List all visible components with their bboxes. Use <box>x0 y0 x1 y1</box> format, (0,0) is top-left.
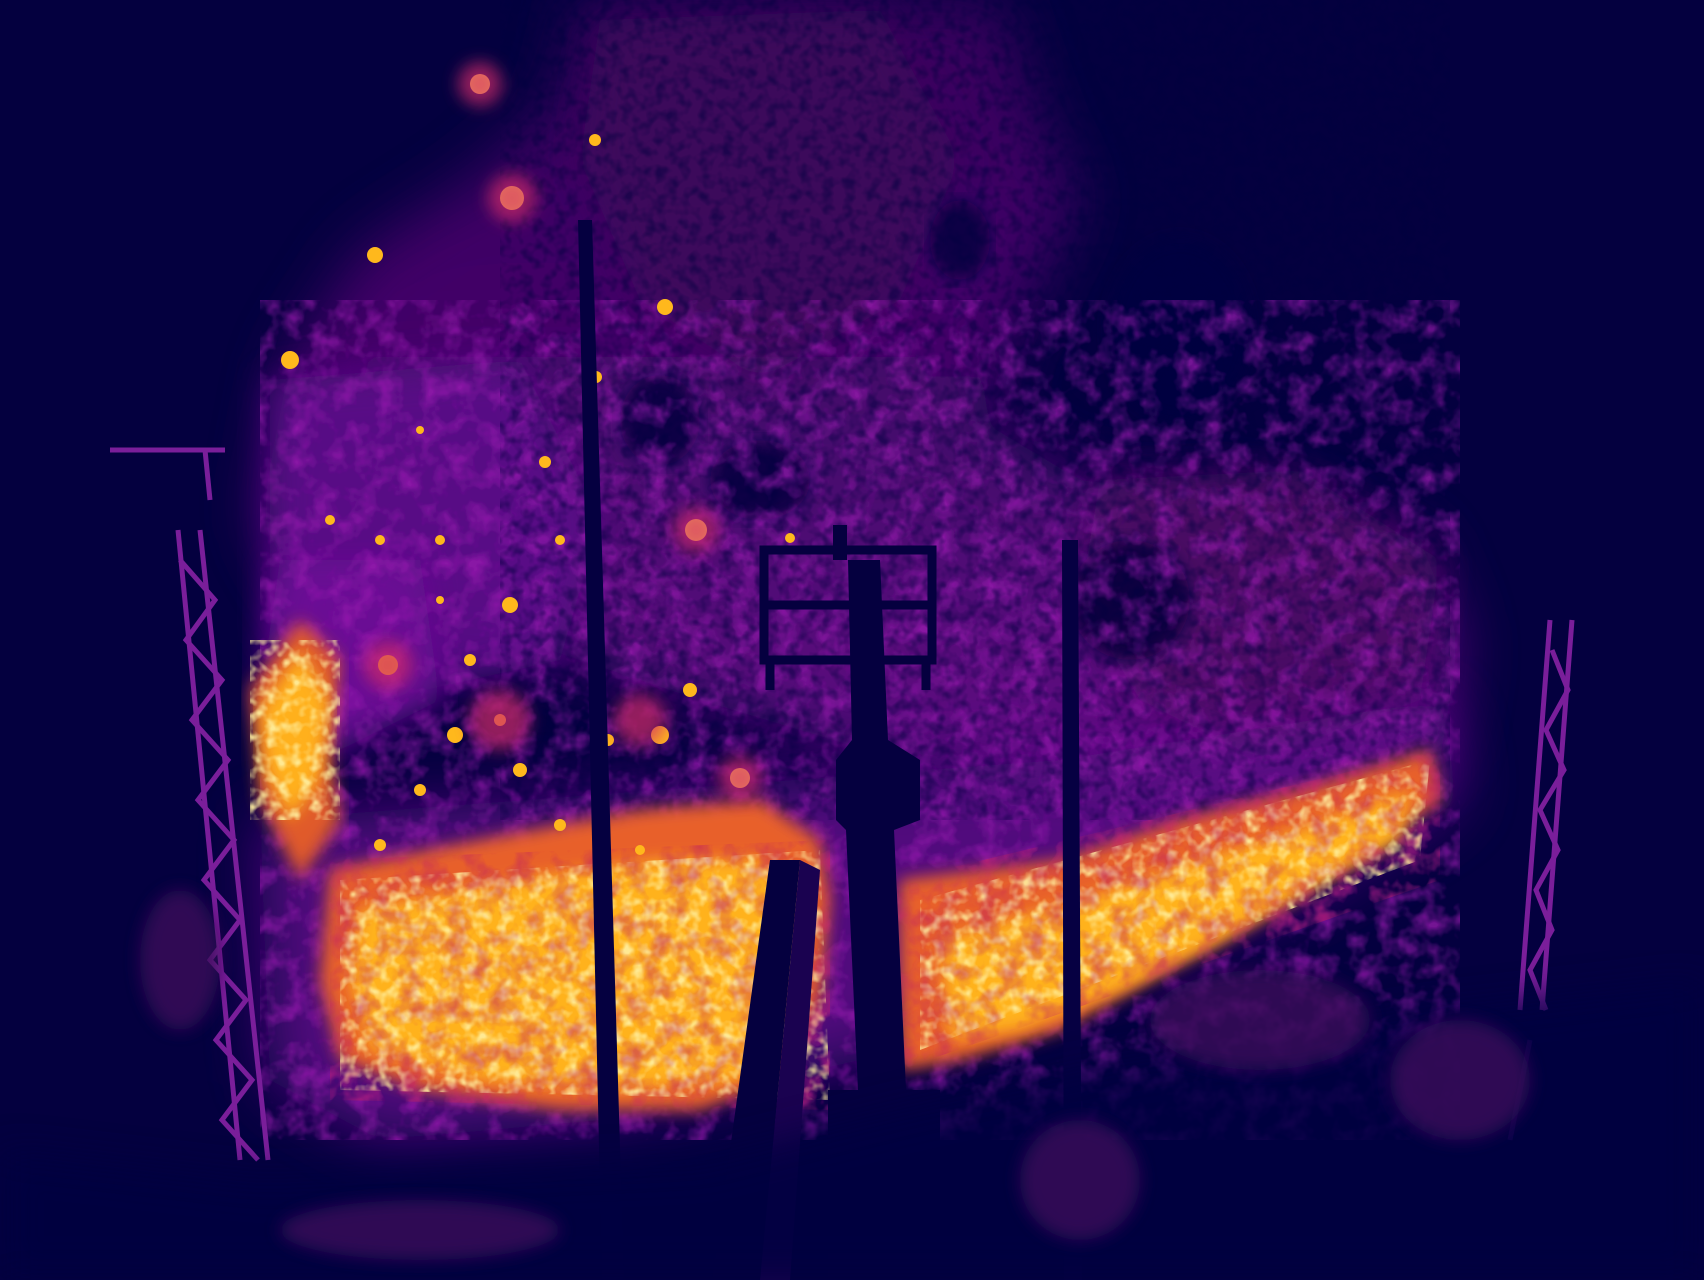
hot-spot-glow <box>364 62 762 800</box>
plume-texture-dark <box>500 0 1450 820</box>
foreground-warm-patches <box>140 890 1530 1260</box>
vertical-pole-left <box>578 220 624 1280</box>
instrument-box <box>759 525 937 690</box>
lattice-tower-left <box>110 447 271 1162</box>
fire-dark-texture <box>330 750 1440 1110</box>
